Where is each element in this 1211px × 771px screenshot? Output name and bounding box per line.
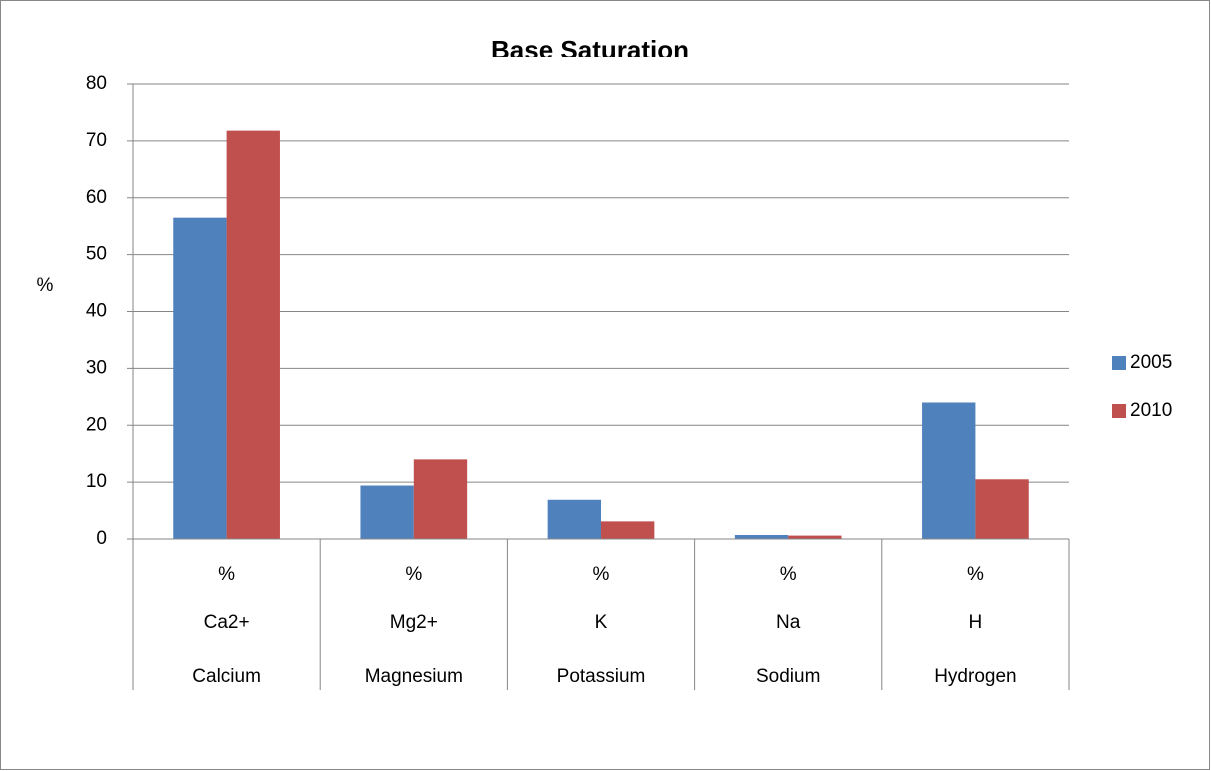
x-tick-label: %: [967, 564, 984, 585]
y-tick-label: 10: [86, 471, 107, 492]
legend-swatch: [1112, 404, 1126, 418]
legend-label: 2010: [1130, 400, 1172, 421]
x-tick-label: Magnesium: [365, 666, 463, 687]
legend-label: 2005: [1130, 352, 1172, 373]
x-tick-label: K: [595, 612, 608, 633]
bar: [788, 535, 842, 539]
x-tick-label: Calcium: [192, 666, 261, 687]
x-tick-label: Na: [776, 612, 801, 633]
bar: [226, 130, 280, 539]
y-tick-label: 50: [86, 244, 107, 265]
x-tick-label: %: [780, 564, 797, 585]
x-tick-label: H: [969, 612, 983, 633]
x-tick-label: %: [405, 564, 422, 585]
x-tick-label: Sodium: [756, 666, 820, 687]
x-tick-label: Potassium: [557, 666, 646, 687]
bar: [173, 217, 227, 539]
y-tick-label: 80: [86, 73, 107, 94]
bar: [922, 402, 976, 539]
y-axis-label: %: [37, 275, 54, 296]
y-tick-label: 30: [86, 357, 107, 378]
bar: [734, 535, 789, 539]
bar: [547, 499, 601, 539]
x-tick-label: Hydrogen: [934, 666, 1016, 687]
bar: [601, 521, 655, 539]
x-tick-label: %: [593, 564, 610, 585]
y-tick-label: 70: [86, 130, 107, 151]
bar: [413, 459, 468, 539]
chart-title: Base Saturation: [491, 35, 689, 65]
legend-swatch: [1112, 356, 1126, 370]
bar: [360, 485, 414, 539]
x-tick-label: Ca2+: [204, 612, 250, 633]
bar: [975, 479, 1029, 539]
x-tick-label: %: [218, 564, 235, 585]
y-tick-label: 40: [86, 301, 107, 322]
y-tick-label: 60: [86, 187, 107, 208]
x-tick-label: Mg2+: [390, 612, 438, 633]
y-tick-label: 20: [86, 414, 107, 435]
y-tick-label: 0: [96, 528, 107, 549]
